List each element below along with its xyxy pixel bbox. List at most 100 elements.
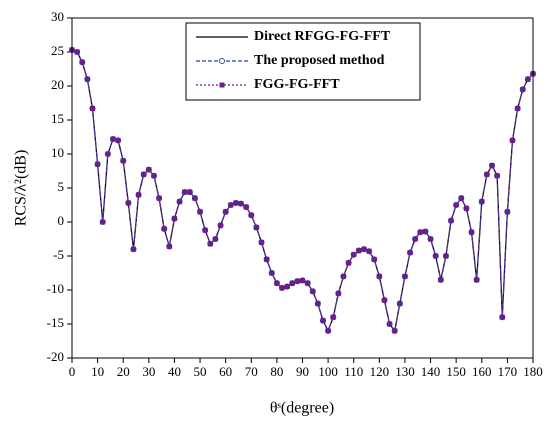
y-tick-label: 20	[51, 77, 64, 92]
y-tick-label: -10	[47, 281, 64, 296]
marker	[299, 277, 305, 283]
x-tick-label: 130	[395, 364, 415, 379]
marker	[305, 280, 311, 286]
marker	[469, 229, 475, 235]
marker	[412, 236, 418, 242]
y-tick-label: -15	[47, 315, 64, 330]
marker	[340, 273, 346, 279]
y-tick-label: 10	[51, 145, 64, 160]
marker	[499, 314, 505, 320]
marker	[177, 199, 183, 205]
marker	[438, 277, 444, 283]
y-tick-label: 0	[58, 213, 65, 228]
marker	[100, 219, 106, 225]
marker	[156, 195, 162, 201]
marker	[417, 229, 423, 235]
marker	[504, 209, 510, 215]
marker	[346, 260, 352, 266]
marker	[248, 212, 254, 218]
marker	[335, 290, 341, 296]
x-tick-label: 20	[117, 364, 130, 379]
legend-marker	[218, 57, 226, 65]
marker	[269, 270, 275, 276]
x-tick-label: 10	[91, 364, 104, 379]
x-tick-label: 120	[370, 364, 390, 379]
marker	[110, 136, 116, 142]
marker	[387, 321, 393, 327]
y-tick-label: 25	[51, 43, 64, 58]
marker	[510, 137, 516, 143]
marker	[166, 243, 172, 249]
x-tick-label: 50	[194, 364, 207, 379]
x-tick-label: 30	[142, 364, 155, 379]
marker	[479, 199, 485, 205]
marker	[192, 195, 198, 201]
x-tick-label: 80	[270, 364, 283, 379]
y-tick-label: -5	[53, 247, 64, 262]
marker	[182, 189, 188, 195]
y-tick-label: 30	[51, 9, 64, 24]
marker	[228, 202, 234, 208]
marker	[315, 301, 321, 307]
marker	[433, 253, 439, 259]
marker	[264, 256, 270, 262]
marker	[218, 222, 224, 228]
marker	[474, 277, 480, 283]
x-axis-label: θˢ(degree)	[270, 400, 334, 417]
marker	[351, 252, 357, 258]
x-tick-label: 60	[219, 364, 232, 379]
marker	[320, 318, 326, 324]
x-tick-label: 140	[421, 364, 441, 379]
y-tick-label: 5	[58, 179, 65, 194]
marker	[212, 236, 218, 242]
marker	[151, 173, 157, 179]
marker	[520, 86, 526, 92]
legend-label: The proposed method	[254, 53, 385, 68]
marker	[89, 105, 95, 111]
marker	[84, 76, 90, 82]
marker	[79, 59, 85, 65]
marker	[463, 205, 469, 211]
marker	[289, 280, 295, 286]
marker	[356, 248, 362, 254]
x-tick-label: 70	[245, 364, 258, 379]
x-tick-label: 40	[168, 364, 181, 379]
x-tick-label: 90	[296, 364, 309, 379]
marker	[453, 202, 459, 208]
marker	[259, 239, 265, 245]
y-tick-label: -20	[47, 349, 64, 364]
marker	[484, 171, 490, 177]
x-tick-label: 150	[446, 364, 466, 379]
marker	[171, 216, 177, 222]
marker	[202, 227, 208, 233]
legend-label: FGG-FG-FFT	[254, 77, 340, 92]
marker	[105, 151, 111, 157]
marker	[325, 328, 331, 334]
marker	[243, 204, 249, 210]
x-tick-label: 0	[69, 364, 76, 379]
marker	[494, 173, 500, 179]
x-tick-label: 110	[344, 364, 363, 379]
marker	[392, 328, 398, 334]
x-tick-label: 100	[318, 364, 338, 379]
marker	[95, 161, 101, 167]
marker	[458, 195, 464, 201]
marker	[361, 246, 367, 252]
x-tick-label: 170	[498, 364, 518, 379]
marker	[146, 167, 152, 173]
marker	[371, 256, 377, 262]
marker	[161, 226, 167, 232]
marker	[381, 297, 387, 303]
marker	[207, 241, 213, 247]
marker	[279, 285, 285, 291]
marker	[366, 248, 372, 254]
marker	[422, 229, 428, 235]
marker	[197, 209, 203, 215]
marker	[141, 171, 147, 177]
marker	[233, 200, 239, 206]
x-tick-label: 160	[472, 364, 492, 379]
marker	[402, 273, 408, 279]
marker	[130, 246, 136, 252]
marker	[443, 253, 449, 259]
